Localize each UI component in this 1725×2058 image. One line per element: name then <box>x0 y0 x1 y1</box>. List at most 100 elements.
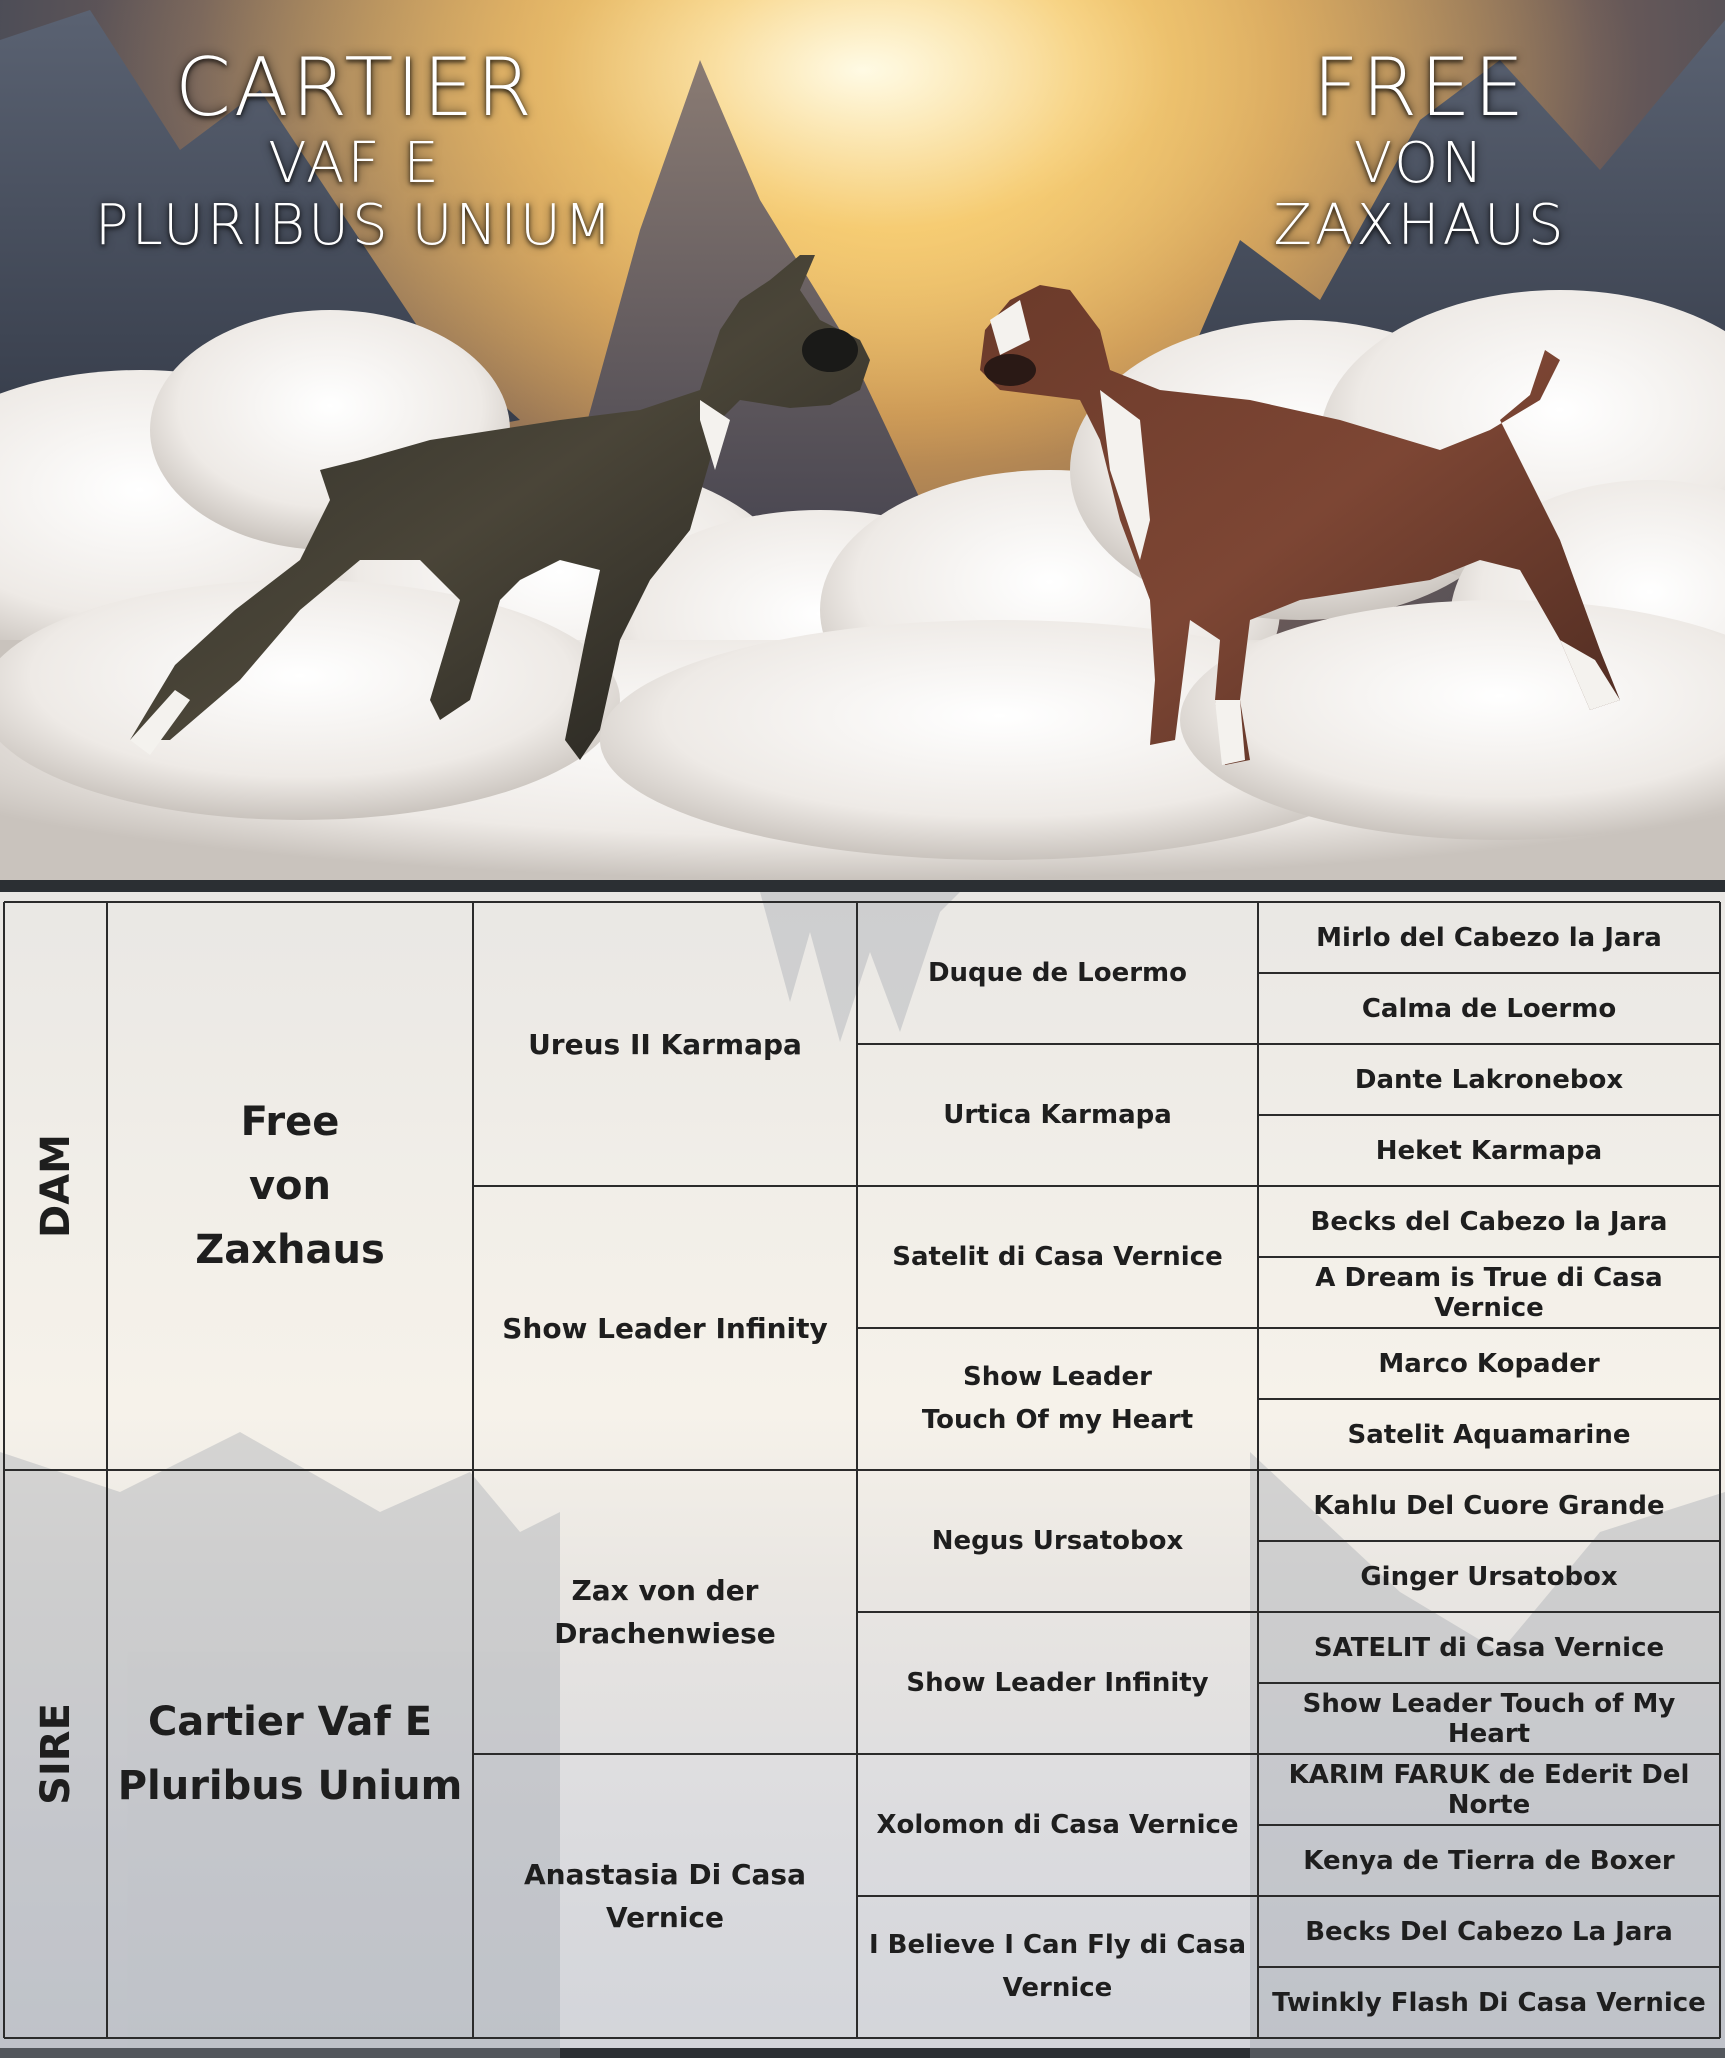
dam-parent-text: Ureus II Karmapa <box>528 1027 802 1061</box>
dam-name-cell: Free von Zaxhaus <box>107 902 473 1470</box>
grid-divider <box>856 902 858 2038</box>
dam-grandparent: Duque de Loermo <box>857 902 1258 1044</box>
sire-grandparent-text: I Believe I Can Fly di Casa Vernice <box>868 1930 1247 2003</box>
grid-divider <box>857 1327 1720 1329</box>
sire-great-grandparent: Kahlu Del Cuore Grande <box>1258 1470 1720 1541</box>
dam-great-grandparent-text: Heket Karmapa <box>1375 1135 1603 1166</box>
grid-divider <box>1258 1114 1720 1116</box>
grid-divider <box>1258 1824 1720 1826</box>
dam-great-grandparent-text: Calma de Loermo <box>1361 993 1617 1024</box>
dam-grandparent-text: Urtica Karmapa <box>943 1099 1172 1130</box>
dam-great-grandparent: Satelit Aquamarine <box>1258 1399 1720 1470</box>
dam-great-grandparent-text: A Dream is True di Casa Vernice <box>1315 1262 1663 1323</box>
sire-great-grandparent-text: Kahlu Del Cuore Grande <box>1313 1490 1665 1521</box>
sire-great-grandparent: SATELIT di Casa Vernice <box>1258 1612 1720 1683</box>
sire-grandparent-text: Negus Ursatobox <box>931 1525 1184 1556</box>
sire-name-line: Pluribus Unium <box>117 1763 463 1809</box>
sire-great-grandparent-text: Kenya de Tierra de Boxer <box>1303 1845 1675 1876</box>
dam-title-line3: ZAXHAUS <box>1273 193 1567 258</box>
sire-great-grandparent-text: SATELIT di Casa Vernice <box>1313 1632 1665 1663</box>
grid-divider <box>3 902 5 2038</box>
grid-divider <box>472 902 474 2038</box>
grid-divider <box>1258 972 1720 974</box>
grid-divider <box>1719 902 1721 2038</box>
sire-great-grandparent-text: Show Leader Touch of My Heart <box>1302 1688 1676 1749</box>
grid-divider <box>1257 902 1259 2038</box>
sire-name-line: Cartier Vaf E <box>147 1699 433 1745</box>
mountain-center <box>560 60 930 520</box>
sire-great-grandparent-text: Twinkly Flash Di Casa Vernice <box>1272 1987 1706 2018</box>
sire-grandparent: Negus Ursatobox <box>857 1470 1258 1612</box>
grid-divider <box>4 1469 1720 1471</box>
dam-great-grandparent: Marco Kopader <box>1258 1328 1720 1399</box>
dam-grandparent-text: Satelit di Casa Vernice <box>892 1241 1223 1272</box>
mountain-cloud-scene <box>0 0 1725 880</box>
dam-great-grandparent: Mirlo del Cabezo la Jara <box>1258 902 1720 973</box>
dam-hero-title: FREE VON ZAXHAUS <box>1210 48 1630 260</box>
grid-divider <box>857 1895 1720 1897</box>
sire-parent-text: Zax von der Drachenwiese <box>554 1574 776 1650</box>
sire-side-label: SIRE <box>32 1703 79 1805</box>
dam-parent-text: Show Leader Infinity <box>502 1311 828 1345</box>
grid-divider <box>1258 1540 1720 1542</box>
dam-grandparent: Urtica Karmapa <box>857 1044 1258 1186</box>
dam-parent: Show Leader Infinity <box>473 1186 857 1470</box>
sire-parent: Anastasia Di Casa Vernice <box>473 1754 857 2038</box>
grid-divider <box>473 1753 1720 1755</box>
grid-divider <box>106 902 108 2038</box>
dam-name-line: Zaxhaus <box>195 1227 385 1273</box>
sire-great-grandparent: KARIM FARUK de Ederit Del Norte <box>1258 1754 1720 1825</box>
dam-name-line: Free <box>240 1099 340 1145</box>
dam-side-label: DAM <box>32 1134 79 1238</box>
sire-parent: Zax von der Drachenwiese <box>473 1470 857 1754</box>
brindle-boxer-dog <box>130 255 870 760</box>
grid-divider <box>4 2037 1720 2039</box>
grid-divider <box>1258 1966 1720 1968</box>
grid-divider <box>4 901 1720 903</box>
red-brindle-boxer-dog <box>980 285 1620 765</box>
grid-divider <box>1258 1682 1720 1684</box>
dam-grandparent-text: Duque de Loermo <box>927 957 1188 988</box>
grid-divider <box>473 1185 1720 1187</box>
sire-hero-title: CARTIER VAF E PLURIBUS UNIUM <box>50 48 660 260</box>
dam-great-grandparent-text: Dante Lakronebox <box>1354 1064 1624 1095</box>
grid-divider <box>1258 1398 1720 1400</box>
grid-divider <box>1258 1256 1720 1258</box>
dam-title-line2: VON <box>1353 131 1487 196</box>
dam-great-grandparent: A Dream is True di Casa Vernice <box>1258 1257 1720 1328</box>
sire-great-grandparent-text: Ginger Ursatobox <box>1360 1561 1618 1592</box>
grid-divider <box>857 1611 1720 1613</box>
sire-title-line3: PLURIBUS UNIUM <box>94 193 616 258</box>
sire-parent-text: Anastasia Di Casa Vernice <box>524 1858 806 1934</box>
dam-great-grandparent: Becks del Cabezo la Jara <box>1258 1186 1720 1257</box>
sire-title-line2: VAF E <box>268 131 442 196</box>
dam-grandparent: Show Leader Touch Of my Heart <box>857 1328 1258 1470</box>
sire-great-grandparent: Kenya de Tierra de Boxer <box>1258 1825 1720 1896</box>
dam-great-grandparent: Heket Karmapa <box>1258 1115 1720 1186</box>
sire-grandparent: I Believe I Can Fly di Casa Vernice <box>857 1896 1258 2038</box>
dam-name-line: von <box>248 1163 332 1209</box>
sire-name-cell: Cartier Vaf E Pluribus Unium <box>107 1470 473 2038</box>
sire-great-grandparent: Show Leader Touch of My Heart <box>1258 1683 1720 1754</box>
sire-great-grandparent: Becks Del Cabezo La Jara <box>1258 1896 1720 1967</box>
sire-great-grandparent-text: KARIM FARUK de Ederit Del Norte <box>1288 1759 1690 1820</box>
dam-great-grandparent: Dante Lakronebox <box>1258 1044 1720 1115</box>
dam-great-grandparent-text: Becks del Cabezo la Jara <box>1310 1206 1668 1237</box>
sire-great-grandparent-text: Becks Del Cabezo La Jara <box>1305 1916 1673 1947</box>
grid-divider <box>857 1043 1720 1045</box>
dam-great-grandparent-text: Marco Kopader <box>1378 1348 1600 1379</box>
sire-title-line1: CARTIER <box>175 41 535 134</box>
dam-great-grandparent-text: Mirlo del Cabezo la Jara <box>1316 922 1662 953</box>
dam-title-line1: FREE <box>1312 41 1528 134</box>
pedigree-table: DAM Free von Zaxhaus Ureus II Karmapa Duque d… <box>0 882 1725 2058</box>
dam-great-grandparent-text: Satelit Aquamarine <box>1347 1419 1631 1450</box>
dam-grandparent: Satelit di Casa Vernice <box>857 1186 1258 1328</box>
dam-parent: Ureus II Karmapa <box>473 902 857 1186</box>
dam-great-grandparent: Calma de Loermo <box>1258 973 1720 1044</box>
sire-grandparent: Xolomon di Casa Vernice <box>857 1754 1258 1896</box>
pedigree-background-mountains <box>0 892 1725 2058</box>
sire-grandparent-text: Show Leader Infinity <box>906 1667 1209 1698</box>
dam-grandparent-text: Show Leader Touch Of my Heart <box>921 1362 1194 1435</box>
sire-grandparent: Show Leader Infinity <box>857 1612 1258 1754</box>
sire-great-grandparent: Ginger Ursatobox <box>1258 1541 1720 1612</box>
